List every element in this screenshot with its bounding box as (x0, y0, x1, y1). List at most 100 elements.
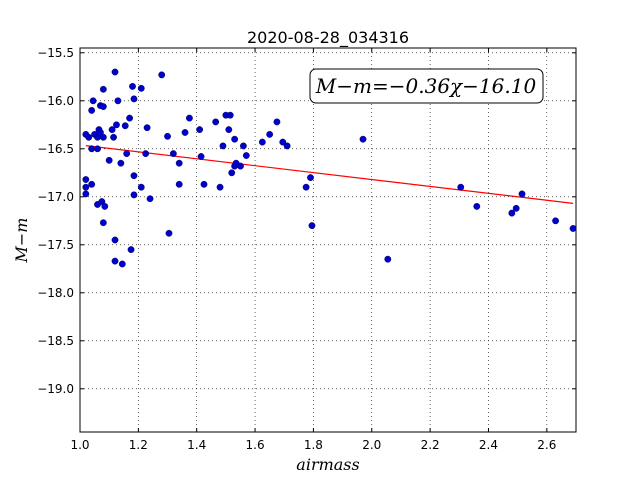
data-point (158, 71, 166, 79)
data-point (126, 114, 134, 122)
chart-title: 2020-08-28_034316 (247, 28, 409, 48)
grid-lines (79, 48, 576, 432)
y-tick-label: −17.5 (37, 238, 74, 252)
data-point (216, 183, 224, 191)
data-point (99, 85, 107, 93)
y-tick-label: −17.0 (37, 190, 74, 204)
data-point (105, 156, 113, 164)
data-point (130, 172, 138, 180)
fit-line-group (85, 145, 574, 204)
y-tick-label: −16.5 (37, 142, 74, 156)
data-point (457, 183, 465, 191)
data-point (130, 191, 138, 199)
data-point (101, 202, 109, 210)
annotation-text: M−m=−0.36χ−16.10 (315, 74, 537, 98)
data-point (99, 133, 107, 141)
data-point (164, 132, 171, 140)
data-point (111, 257, 119, 265)
data-point (142, 150, 150, 158)
data-point (231, 135, 239, 143)
data-point (113, 121, 120, 129)
data-point (175, 159, 183, 167)
data-point (279, 138, 287, 146)
data-point (186, 114, 193, 122)
fit-line (85, 145, 574, 204)
x-axis-label: airmass (296, 455, 359, 474)
data-point (99, 103, 107, 110)
data-point (512, 204, 520, 212)
data-point (273, 118, 281, 126)
data-point (197, 153, 205, 160)
data-point (200, 180, 208, 188)
data-point (473, 202, 481, 210)
data-point (226, 111, 234, 119)
data-point (225, 126, 233, 134)
x-tick-label: 1.8 (304, 438, 323, 452)
data-point (89, 97, 97, 105)
data-point (82, 190, 90, 198)
data-point (283, 142, 291, 150)
data-point (94, 145, 101, 153)
y-tick-label: −18.5 (37, 334, 74, 348)
data-point (110, 133, 117, 141)
data-point (99, 219, 107, 227)
y-tick-label: −18.0 (37, 286, 74, 300)
data-point (121, 122, 129, 130)
x-tick-label: 1.2 (129, 438, 148, 452)
data-point (228, 169, 236, 177)
data-point (82, 183, 90, 191)
x-tick-label: 2.6 (537, 438, 556, 452)
data-point (518, 190, 526, 198)
data-point (237, 162, 244, 170)
data-point (219, 142, 227, 150)
data-point (85, 133, 93, 141)
data-point (266, 130, 274, 138)
data-points (82, 68, 577, 268)
data-point (111, 236, 119, 244)
data-point (308, 222, 316, 230)
data-point (384, 255, 392, 263)
data-point (569, 225, 577, 232)
x-tick-label: 1.0 (70, 438, 89, 452)
data-point (88, 145, 96, 153)
data-point (359, 135, 367, 143)
data-point (82, 176, 90, 183)
data-point (146, 195, 154, 203)
y-tick-label: −15.5 (37, 46, 74, 60)
axis-ticks: 1.0 1.2 1.4 1.6 1.8 2.0 2.2 2.4 2.6 −15.5 −16.0 −16… (37, 46, 576, 452)
data-point (130, 95, 138, 103)
data-point (143, 124, 151, 132)
data-point (127, 246, 135, 254)
data-point (118, 260, 126, 268)
y-tick-label: −19.0 (37, 382, 74, 396)
data-point (212, 118, 220, 126)
annotation-box (309, 68, 544, 104)
data-point (114, 97, 122, 105)
data-point (165, 229, 173, 237)
x-tick-label: 1.6 (246, 438, 265, 452)
x-tick-label: 2.2 (421, 438, 440, 452)
data-point (123, 150, 131, 158)
data-point (117, 159, 125, 167)
data-point (242, 152, 250, 159)
x-tick-label: 2.4 (479, 438, 498, 452)
y-tick-label: −16.0 (37, 94, 74, 108)
data-point (239, 142, 247, 150)
data-point (302, 183, 310, 191)
x-tick-label: 2.0 (362, 438, 381, 452)
data-point (111, 68, 119, 76)
data-point (129, 83, 136, 90)
data-point (196, 126, 204, 134)
data-point (175, 180, 183, 188)
plot-frame (79, 47, 577, 433)
x-tick-label: 1.4 (187, 438, 206, 452)
data-point (258, 138, 266, 146)
data-point (307, 174, 314, 182)
y-axis-label: M−m (12, 218, 31, 264)
data-point (137, 183, 145, 191)
data-point (181, 129, 189, 136)
fit-annotation: M−m=−0.36χ−16.10 (309, 68, 544, 104)
data-point (88, 107, 96, 114)
data-point (88, 180, 96, 188)
